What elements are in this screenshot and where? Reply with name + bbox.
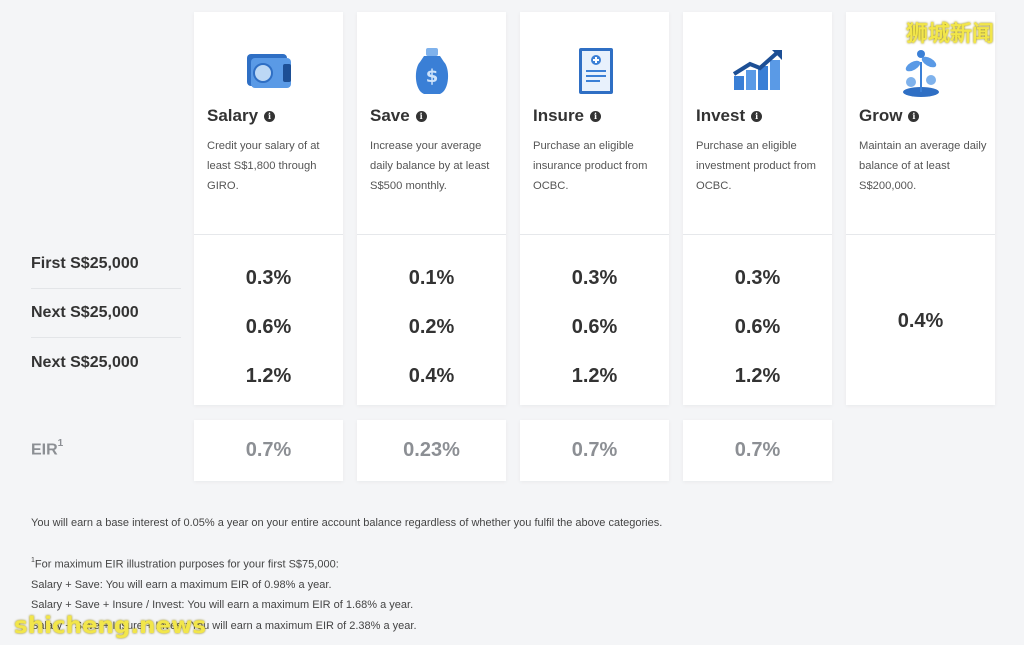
info-icon[interactable]: i: [908, 110, 920, 122]
eir-label: EIR1: [31, 438, 64, 459]
eir-value-insure: 0.7%: [520, 420, 669, 481]
eir-example-1: Salary + Save: You will earn a maximum E…: [31, 579, 332, 591]
tier-label-first: First S$25,000: [31, 240, 181, 289]
rate-tier-1: 0.1%: [408, 267, 455, 289]
category-card-salary: Salary i Credit your salary of at least S…: [194, 12, 343, 405]
rate-tier-2: 0.6%: [734, 316, 781, 338]
category-title: Grow: [859, 106, 903, 125]
info-icon[interactable]: i: [590, 110, 602, 122]
info-icon[interactable]: i: [415, 110, 427, 122]
category-description: Purchase an eligible insurance product f…: [533, 140, 648, 192]
category-title: Invest: [696, 106, 746, 125]
rate-all-tiers: 0.4%: [897, 310, 944, 332]
rate-tier-2: 0.2%: [408, 316, 455, 338]
divider: [846, 234, 995, 235]
category-title: Save: [370, 106, 410, 125]
rate-tier-1: 0.3%: [734, 267, 781, 289]
category-description: Increase your average daily balance by a…: [370, 140, 490, 192]
watermark-english: shicheng.news: [14, 613, 207, 639]
tier-label-second: Next S$25,000: [31, 289, 181, 338]
eir-value-salary: 0.7%: [194, 420, 343, 481]
info-icon[interactable]: i: [264, 110, 276, 122]
divider: [357, 234, 506, 235]
category-title: Salary: [207, 106, 259, 125]
money-bag-icon: $: [357, 42, 506, 102]
eir-value-save: 0.23%: [357, 420, 506, 481]
insurance-document-icon: [520, 42, 669, 102]
category-card-invest: Invest i Purchase an eligible investment …: [683, 12, 832, 405]
divider: [194, 234, 343, 235]
divider: [683, 234, 832, 235]
rate-tier-3: 0.4%: [408, 365, 455, 387]
category-description: Credit your salary of at least S$1,800 t…: [207, 140, 320, 192]
divider: [520, 234, 669, 235]
rate-tier-3: 1.2%: [571, 365, 618, 387]
category-card-insure: Insure i Purchase an eligible insurance p…: [520, 12, 669, 405]
category-card-save: $ Save i Increase your average daily bala…: [357, 12, 506, 405]
info-icon[interactable]: i: [751, 110, 763, 122]
svg-text:$: $: [425, 66, 438, 87]
tier-label-third: Next S$25,000: [31, 353, 139, 371]
watermark-chinese: 狮城新闻: [906, 22, 995, 47]
investment-chart-icon: [683, 42, 832, 102]
growing-plant-icon: [846, 42, 995, 102]
eir-value-invest: 0.7%: [683, 420, 832, 481]
wallet-icon: [194, 42, 343, 102]
category-card-grow: Grow i Maintain an average daily balance …: [846, 12, 995, 405]
rate-tier-3: 1.2%: [734, 365, 781, 387]
eir-illustration-heading: 1For maximum EIR illustration purposes f…: [31, 557, 339, 571]
category-description: Maintain an average daily balance of at …: [859, 140, 987, 192]
eir-example-2: Salary + Save + Insure / Invest: You wil…: [31, 599, 414, 611]
rate-tier-3: 1.2%: [245, 365, 292, 387]
tier-labels: First S$25,000 Next S$25,000 Next S$25,0…: [31, 240, 181, 387]
rate-tier-2: 0.6%: [245, 316, 292, 338]
category-title: Insure: [533, 106, 585, 125]
rate-tier-1: 0.3%: [245, 267, 292, 289]
rate-tier-1: 0.3%: [571, 267, 618, 289]
eir-example-3: Salary + Save + Insure + Invest: You wil…: [31, 620, 417, 632]
category-description: Purchase an eligible investment product …: [696, 140, 817, 192]
base-interest-note: You will earn a base interest of 0.05% a…: [31, 517, 663, 529]
rate-tier-2: 0.6%: [571, 316, 618, 338]
